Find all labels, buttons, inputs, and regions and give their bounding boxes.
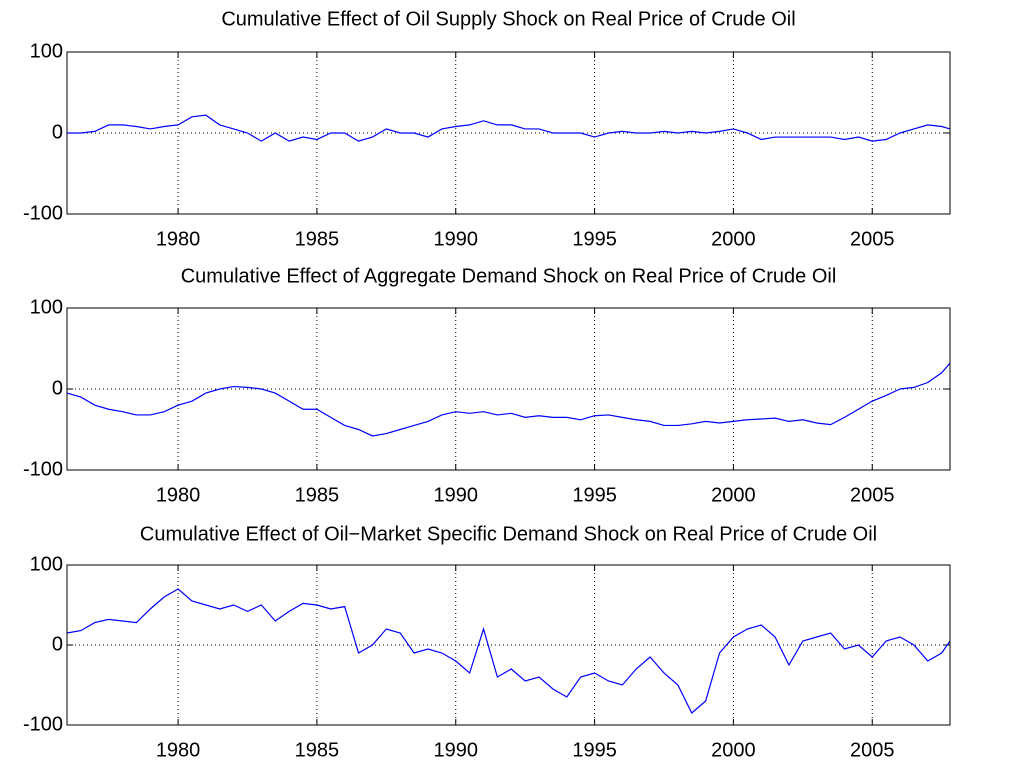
line-series [67,114,951,142]
y-tick-label: 0 [52,121,63,143]
x-tick-label: 1985 [295,484,340,506]
plot-area [67,52,950,214]
chart-title: Cumulative Effect of Oil Supply Shock on… [221,8,795,30]
line-series [66,362,951,437]
x-tick-label: 1995 [572,484,617,506]
x-tick-label: 1995 [572,739,617,761]
plot-area [67,565,950,725]
x-tick-label: 2005 [850,228,895,250]
plot-area [67,308,950,470]
line-series [66,588,951,714]
chart-title: Cumulative Effect of Oil−Market Specific… [140,523,877,545]
axes-frame [66,51,951,215]
x-tick-label: 1980 [156,739,201,761]
y-tick-label: -100 [23,713,63,735]
x-tick-label: 1985 [295,228,340,250]
chart-title: Cumulative Effect of Aggregate Demand Sh… [181,265,837,287]
y-tick-label: 0 [52,633,63,655]
x-tick-label: 1990 [433,228,478,250]
x-tick-label: 1990 [433,484,478,506]
y-tick-label: -100 [23,458,63,480]
y-tick-label: -100 [23,202,63,224]
x-tick-label: 2000 [711,484,756,506]
x-tick-label: 1980 [156,484,201,506]
axes-frame [66,564,951,726]
x-tick-label: 1995 [572,228,617,250]
y-tick-label: 100 [30,40,63,62]
x-tick-label: 2000 [711,228,756,250]
y-tick-label: 100 [30,553,63,575]
x-tick-label: 1990 [433,739,478,761]
x-tick-label: 1985 [295,739,340,761]
y-tick-label: 100 [30,296,63,318]
x-tick-label: 2005 [850,739,895,761]
y-tick-label: 0 [52,377,63,399]
x-tick-label: 1980 [156,228,201,250]
axes-frame [66,307,951,471]
x-tick-label: 2005 [850,484,895,506]
x-tick-label: 2000 [711,739,756,761]
